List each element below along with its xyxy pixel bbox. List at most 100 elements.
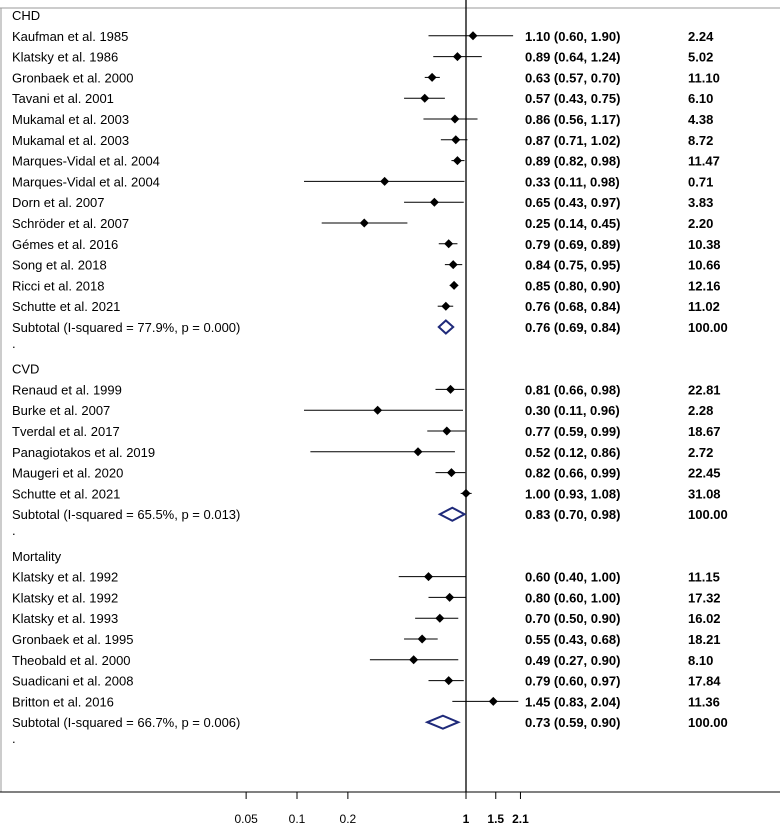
point-estimate-marker — [449, 280, 459, 290]
study-row: Theobald et al. 2000 0.49 (0.27, 0.90) 8.1… — [12, 653, 713, 668]
ci-value-text: 0.55 (0.43, 0.68) — [525, 632, 620, 647]
ci-value-text: 0.81 (0.66, 0.98) — [525, 382, 620, 397]
study-row: Klatsky et al. 1986 0.89 (0.64, 1.24) 5.02 — [12, 50, 713, 65]
study-row: Marques-Vidal et al. 2004 0.33 (0.11, 0.9… — [12, 174, 713, 189]
weight-value-text: 16.02 — [688, 611, 721, 626]
point-estimate-marker — [442, 426, 452, 436]
point-estimate-marker — [461, 488, 471, 498]
study-row: Gronbaek et al. 1995 0.55 (0.43, 0.68) 18.… — [12, 632, 721, 647]
point-estimate-marker — [488, 696, 498, 706]
weight-value-text: 2.28 — [688, 403, 713, 418]
point-estimate-marker — [444, 239, 454, 249]
ci-value-text: 0.87 (0.71, 1.02) — [525, 133, 620, 148]
point-estimate-marker — [435, 613, 445, 623]
ci-value-text: 0.57 (0.43, 0.75) — [525, 91, 620, 106]
study-row: Tverdal et al. 2017 0.77 (0.59, 0.99) 18.6… — [12, 424, 721, 439]
ci-value-text: 0.65 (0.43, 0.97) — [525, 195, 620, 210]
study-row: Ricci et al. 2018 0.85 (0.80, 0.90) 12.16 — [12, 278, 721, 293]
study-row: Gémes et al. 2016 0.79 (0.69, 0.89) 10.38 — [12, 237, 721, 252]
ci-value-text: 0.63 (0.57, 0.70) — [525, 70, 620, 85]
point-estimate-marker — [424, 572, 434, 582]
point-estimate-marker — [446, 384, 456, 394]
study-row: Maugeri et al. 2020 0.82 (0.66, 0.99) 22.4… — [12, 466, 721, 481]
study-row: Klatsky et al. 1993 0.70 (0.50, 0.90) 16.0… — [12, 611, 721, 626]
x-tick-label: 1 — [463, 812, 470, 826]
group-header: CVD — [12, 362, 39, 377]
study-label: Schutte et al. 2021 — [12, 486, 120, 501]
weight-value-text: 22.81 — [688, 382, 721, 397]
ci-value-text: 0.25 (0.14, 0.45) — [525, 216, 620, 231]
study-label: Maugeri et al. 2020 — [12, 466, 123, 481]
study-label: Gronbaek et al. 1995 — [12, 632, 133, 647]
weight-value-text: 3.83 — [688, 195, 713, 210]
study-row: Schröder et al. 2007 0.25 (0.14, 0.45) 2.2… — [12, 216, 713, 231]
ci-value-text: 0.85 (0.80, 0.90) — [525, 278, 620, 293]
study-label: Schröder et al. 2007 — [12, 216, 129, 231]
point-estimate-marker — [450, 114, 460, 124]
study-row: Suadicani et al. 2008 0.79 (0.60, 0.97) 17… — [12, 674, 721, 689]
study-row: Tavani et al. 2001 0.57 (0.43, 0.75) 6.10 — [12, 91, 713, 106]
ci-value-text: 1.00 (0.93, 1.08) — [525, 486, 620, 501]
ci-value-text: 1.10 (0.60, 1.90) — [525, 29, 620, 44]
subtotal-weight-text: 100.00 — [688, 320, 728, 335]
study-label: Schutte et al. 2021 — [12, 299, 120, 314]
weight-value-text: 31.08 — [688, 486, 721, 501]
group-separator: . — [12, 731, 16, 746]
study-row: Song et al. 2018 0.84 (0.75, 0.95) 10.66 — [12, 258, 721, 273]
group-mortality: Mortality Klatsky et al. 1992 0.60 (0.40, … — [12, 549, 728, 746]
point-estimate-marker — [444, 676, 454, 686]
weight-value-text: 10.38 — [688, 237, 721, 252]
study-row: Klatsky et al. 1992 0.60 (0.40, 1.00) 11.1… — [12, 570, 720, 585]
group-header: Mortality — [12, 549, 62, 564]
weight-value-text: 18.67 — [688, 424, 721, 439]
study-label: Gémes et al. 2016 — [12, 237, 118, 252]
group-separator: . — [12, 523, 16, 538]
weight-value-text: 11.02 — [688, 299, 720, 314]
point-estimate-marker — [452, 52, 462, 62]
study-label: Mukamal et al. 2003 — [12, 112, 129, 127]
study-label: Dorn et al. 2007 — [12, 195, 105, 210]
study-row: Dorn et al. 2007 0.65 (0.43, 0.97) 3.83 — [12, 195, 713, 210]
ci-value-text: 0.80 (0.60, 1.00) — [525, 590, 620, 605]
study-label: Marques-Vidal et al. 2004 — [12, 174, 160, 189]
subtotal-label: Subtotal (I-squared = 65.5%, p = 0.013) — [12, 507, 240, 522]
point-estimate-marker — [417, 634, 427, 644]
subtotal-ci-text: 0.83 (0.70, 0.98) — [525, 507, 620, 522]
x-axis-ticks: 0.05 0.1 0.2 1 1.5 2.1 — [234, 792, 529, 826]
group-cvd: CVD Renaud et al. 1999 0.81 (0.66, 0.98) 22… — [12, 362, 728, 538]
weight-value-text: 11.10 — [688, 70, 720, 85]
group-chd: CHD Kaufman et al. 1985 1.10 (0.60, 1.90) 2… — [12, 8, 728, 351]
x-tick-label: 2.1 — [512, 812, 529, 826]
forest-rows: CHD Kaufman et al. 1985 1.10 (0.60, 1.90) 2… — [12, 8, 728, 746]
weight-value-text: 4.38 — [688, 112, 713, 127]
subtotal-label: Subtotal (I-squared = 77.9%, p = 0.000) — [12, 320, 240, 335]
group-separator: . — [12, 336, 16, 351]
weight-value-text: 12.16 — [688, 278, 721, 293]
ci-value-text: 0.79 (0.60, 0.97) — [525, 674, 620, 689]
ci-value-text: 0.52 (0.12, 0.86) — [525, 445, 620, 460]
study-label: Kaufman et al. 1985 — [12, 29, 128, 44]
study-label: Klatsky et al. 1986 — [12, 50, 118, 65]
study-label: Britton et al. 2016 — [12, 694, 114, 709]
point-estimate-marker — [446, 468, 456, 478]
weight-value-text: 11.15 — [688, 570, 720, 585]
point-estimate-marker — [380, 176, 390, 186]
weight-value-text: 11.36 — [688, 694, 720, 709]
x-tick-label: 0.05 — [234, 812, 258, 826]
study-label: Mukamal et al. 2003 — [12, 133, 129, 148]
study-label: Gronbaek et al. 2000 — [12, 70, 133, 85]
subtotal-row: Subtotal (I-squared = 65.5%, p = 0.013) 0… — [12, 506, 728, 522]
study-label: Ricci et al. 2018 — [12, 278, 105, 293]
study-label: Marques-Vidal et al. 2004 — [12, 154, 160, 169]
study-label: Tverdal et al. 2017 — [12, 424, 120, 439]
study-row: Renaud et al. 1999 0.81 (0.66, 0.98) 22.81 — [12, 382, 721, 397]
ci-value-text: 0.33 (0.11, 0.98) — [525, 174, 620, 189]
weight-value-text: 11.47 — [688, 154, 720, 169]
subtotal-label: Subtotal (I-squared = 66.7%, p = 0.006) — [12, 715, 240, 730]
point-estimate-marker — [409, 655, 419, 665]
study-row: Mukamal et al. 2003 0.86 (0.56, 1.17) 4.38 — [12, 112, 713, 127]
ci-value-text: 0.82 (0.66, 0.99) — [525, 466, 620, 481]
ci-value-text: 0.49 (0.27, 0.90) — [525, 653, 620, 668]
pooled-diamond — [437, 506, 467, 522]
